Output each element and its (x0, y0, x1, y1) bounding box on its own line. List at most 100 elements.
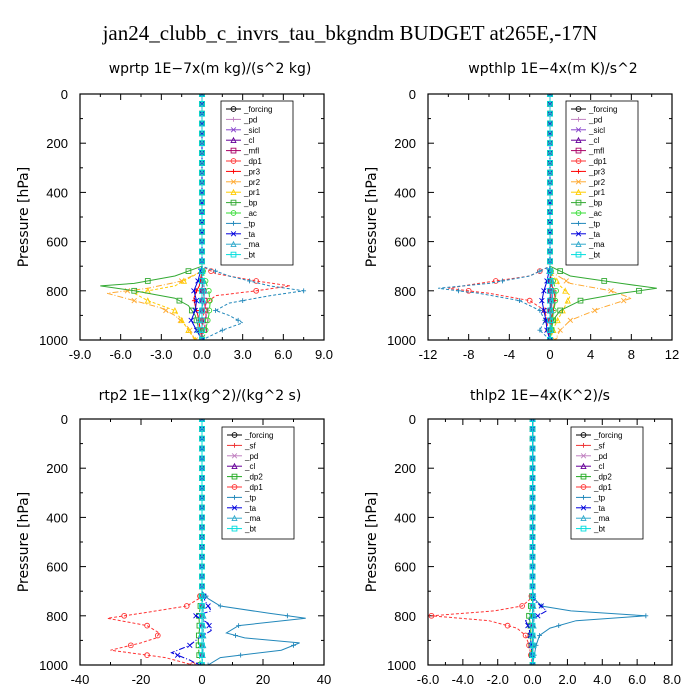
x-tick-label: -20 (132, 672, 151, 687)
data-point-bp (636, 287, 642, 294)
legend-label: _ma (588, 240, 605, 249)
data-point-bt (199, 425, 205, 432)
y-tick-label: 200 (46, 136, 68, 151)
panel-title: wpthlp 1E−4x(m K)/s^2 (468, 61, 637, 77)
x-tick-label: 6.0 (274, 347, 292, 362)
data-point-ma (549, 287, 557, 294)
legend-label: _ac (588, 209, 602, 218)
data-point-pr2 (567, 317, 574, 324)
legend-label: _bp (588, 199, 603, 208)
data-point-tp (301, 288, 307, 294)
legend-marker (231, 117, 236, 122)
data-point-bt (199, 475, 205, 481)
data-point-bt (529, 445, 536, 452)
legend-label: _ta (588, 230, 601, 239)
legend-marker (231, 462, 238, 470)
plot-frame (79, 93, 325, 341)
x-tick-label: -2.0 (487, 672, 509, 687)
panels: wprtp 1E−7x(m kg)/(s^2 kg) Pressure [hPa]… (16, 61, 681, 687)
legend-label: _sicl (243, 126, 260, 135)
legend-label: _ta (593, 504, 606, 513)
series-line-dp1 (107, 419, 203, 665)
data-point-dp1 (144, 652, 150, 659)
data-point-bt (199, 179, 205, 186)
legend-marker (575, 158, 582, 164)
data-point-ta (525, 622, 531, 629)
y-tick-label: 200 (394, 461, 416, 476)
data-point-tp (213, 308, 218, 313)
data-point-bt (199, 268, 205, 274)
plot-frame (427, 93, 673, 341)
data-point-bt (547, 169, 553, 176)
legend-label: _mfl (588, 147, 604, 156)
data-point-ac (553, 287, 559, 294)
data-point-bt (199, 524, 205, 531)
chart-panel-1: wprtp 1E−7x(m kg)/(s^2 kg) Pressure [hPa]… (16, 61, 333, 362)
y-tick-label: 400 (394, 510, 416, 525)
data-point-bt (547, 150, 553, 156)
legend-label: _sf (593, 441, 605, 450)
data-point-bt (529, 603, 536, 609)
x-tick-label: -4 (504, 347, 516, 362)
data-point-bt (529, 652, 536, 659)
legend-marker (580, 505, 587, 511)
data-point-ta (193, 613, 199, 619)
legend-marker (232, 495, 237, 500)
y-tick-label: 1000 (387, 658, 416, 673)
y-axis-label: Pressure [hPa] (16, 492, 32, 592)
data-point-bt (547, 160, 553, 166)
data-point-bt (199, 642, 205, 649)
data-point-ac (204, 317, 211, 324)
data-point-bt (547, 130, 553, 137)
data-point-bt (529, 435, 536, 442)
data-point-bp (131, 287, 138, 294)
legend: _forcing_pd _sicl_cl _mfl_dp1_pr3 _pr2_pr1 _… (565, 100, 639, 266)
y-tick-label: 200 (46, 461, 68, 476)
y-tick-label: 0 (61, 87, 68, 102)
legend-label: _pd (588, 115, 602, 124)
series-line-ma (201, 419, 205, 665)
data-point-bt (199, 494, 205, 501)
y-tick-label: 1000 (387, 333, 416, 348)
legend-marker (575, 147, 582, 154)
data-point-bt (199, 514, 205, 521)
panel-title: thlp2 1E−4x(K^2)/s (470, 388, 610, 404)
data-point-bt (199, 307, 205, 314)
legend: _forcing_sf _pd_cl _dp2_dp1_tp _ta_ma _bt (570, 426, 644, 540)
y-tick-label: 800 (394, 609, 416, 624)
panel-title: rtp2 1E−11x(kg^2)/(kg^2 s) (99, 388, 302, 404)
data-point-pr3 (194, 288, 199, 294)
data-point-bt (199, 278, 205, 284)
data-point-pr2 (131, 297, 137, 304)
data-point-ta (191, 288, 197, 294)
data-point-bt (199, 455, 205, 462)
data-point-tp (238, 652, 244, 658)
x-tick-label: 40 (317, 672, 331, 687)
legend-label: _mfl (243, 147, 259, 156)
x-tick-label: 8.0 (663, 672, 681, 687)
data-point-pr1 (144, 297, 151, 304)
y-tick-label: 600 (394, 560, 416, 575)
data-point-bt (547, 268, 553, 274)
plot-area (438, 94, 657, 340)
legend-label: _ta (244, 504, 257, 513)
legend-label: _bt (244, 525, 257, 534)
legend-label: _bt (593, 525, 606, 534)
data-point-bt (529, 632, 536, 639)
series-line-pr1 (132, 94, 203, 340)
series-line-ac (549, 94, 557, 340)
data-point-tp (240, 298, 246, 304)
data-point-bt (547, 307, 553, 314)
y-tick-label: 800 (46, 609, 68, 624)
data-point-bt (529, 563, 536, 570)
data-point-bt (199, 169, 205, 176)
x-tick-label: -3.0 (150, 347, 172, 362)
legend-label: _dp2 (244, 473, 263, 482)
data-point-dp1 (522, 632, 529, 639)
data-point-bt (199, 485, 205, 491)
data-point-pr1 (185, 326, 192, 334)
legend-label: _cl (243, 136, 254, 145)
data-point-bt (547, 189, 553, 196)
data-point-pr3 (191, 298, 197, 304)
